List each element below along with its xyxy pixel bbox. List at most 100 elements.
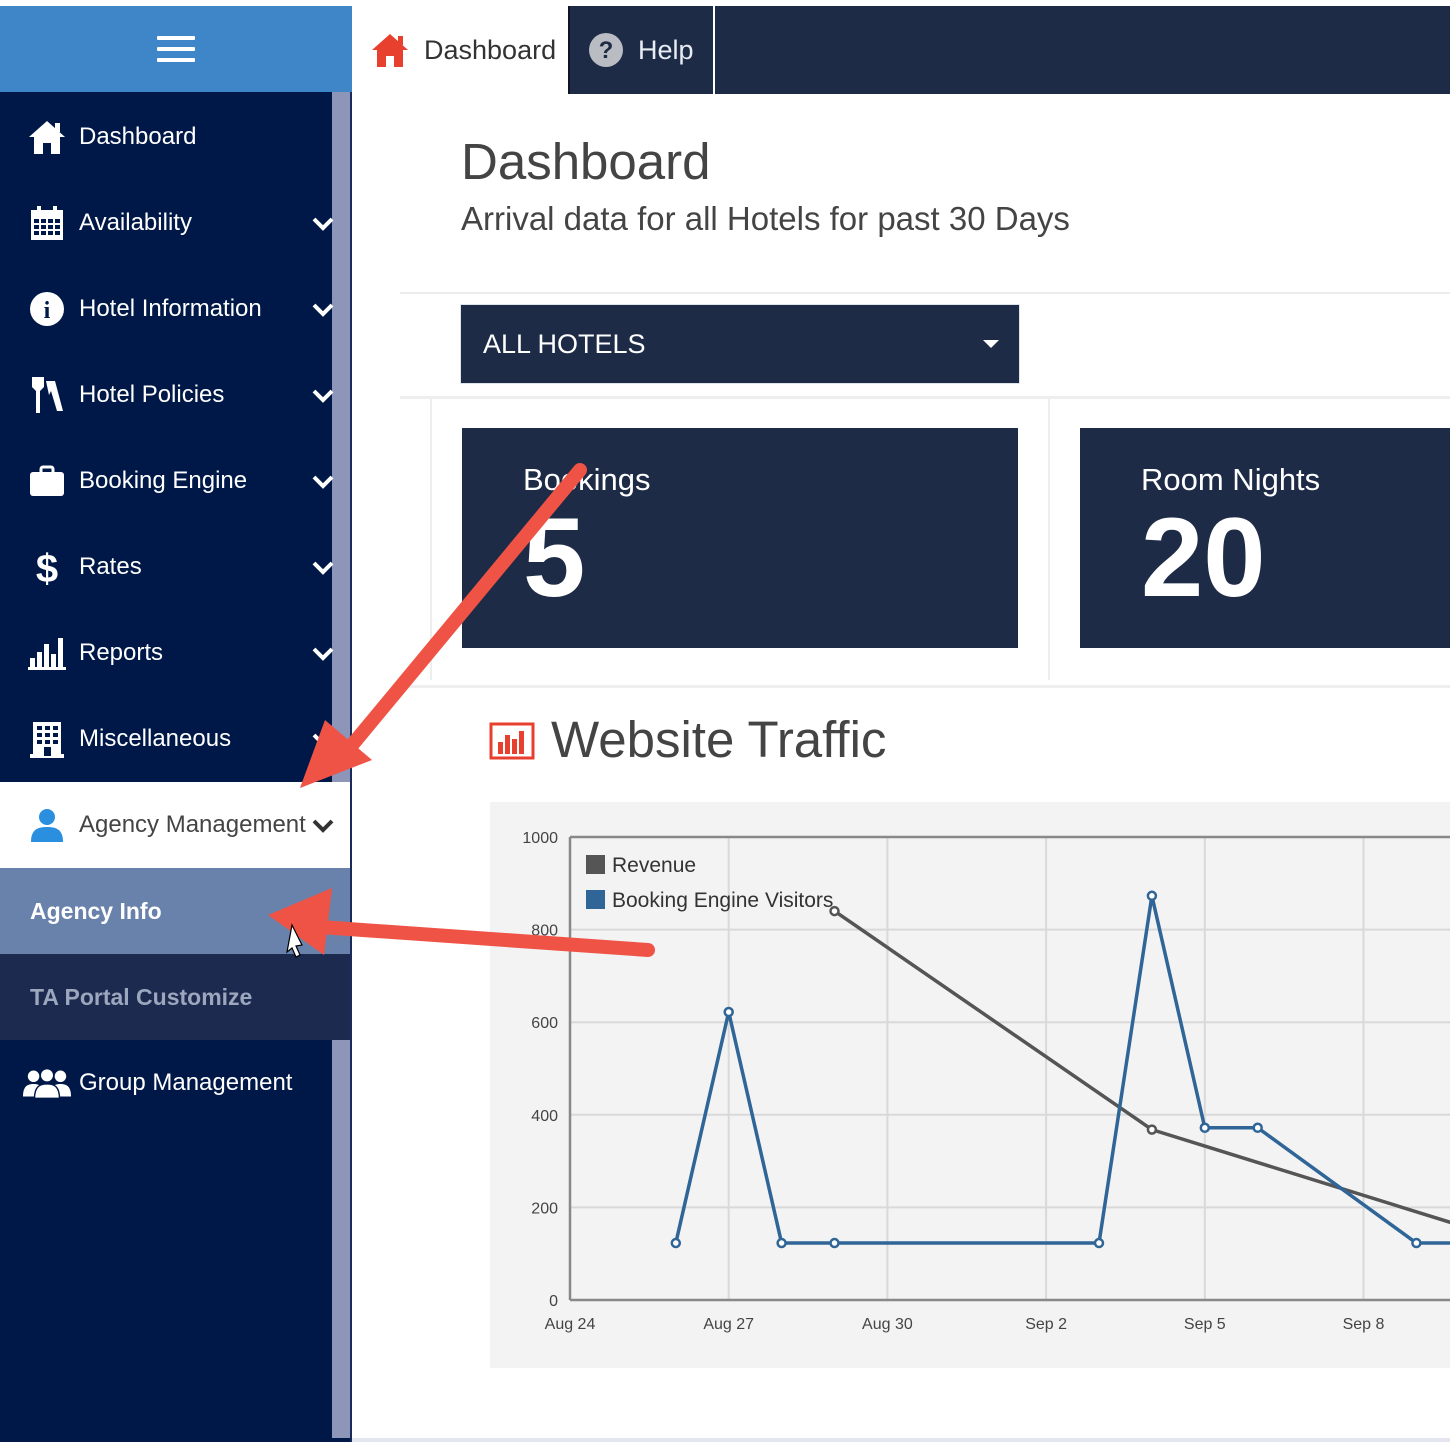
dollar-icon: $ <box>23 547 71 587</box>
data-point <box>829 905 840 917</box>
y-tick-label: 400 <box>531 1108 558 1125</box>
chart-area: 0 200 400 600 800 1000 Aug 24 Aug 27 Aug 30 Sep 2… <box>490 802 1450 1368</box>
sidebar-item-label: Availability <box>79 209 192 236</box>
chevron-down-icon <box>312 554 334 582</box>
question-circle-icon: ? <box>588 32 624 68</box>
sidebar-subitem-label: TA Portal Customize <box>30 983 253 1010</box>
users-icon <box>23 1067 71 1099</box>
sidebar-item-miscellaneous[interactable]: Miscellaneous <box>0 696 334 782</box>
sidebar-header <box>0 6 352 92</box>
svg-text:$: $ <box>36 547 58 587</box>
home-icon <box>23 118 71 156</box>
calendar-icon <box>23 205 71 241</box>
briefcase-icon <box>23 465 71 497</box>
data-point <box>776 1237 787 1249</box>
hotel-select-dropdown[interactable]: ALL HOTELS <box>461 305 1019 383</box>
sidebar-item-label: Hotel Information <box>79 295 262 322</box>
legend-swatch <box>586 890 605 909</box>
hotel-select-value: ALL HOTELS <box>483 328 646 359</box>
sidebar-item-dashboard[interactable]: Dashboard <box>0 94 332 180</box>
sidebar-item-reports[interactable]: Reports <box>0 610 334 696</box>
sidebar-item-label: Agency Management <box>79 811 306 838</box>
series-line <box>674 894 1450 1245</box>
annotation-arrow <box>268 888 655 957</box>
section-title: Website Traffic <box>551 711 887 768</box>
data-point <box>829 1237 840 1249</box>
sidebar-subitem-ta-portal-customize[interactable]: TA Portal Customize <box>0 954 350 1040</box>
stat-card-room-nights: Room Nights 20 <box>1080 428 1450 648</box>
y-tick-label: 1000 <box>522 830 558 847</box>
stat-label: Bookings <box>523 462 651 497</box>
svg-text:i: i <box>44 298 51 324</box>
chevron-down-icon <box>312 468 334 496</box>
chart-icon <box>489 722 535 765</box>
legend-swatch <box>586 855 605 874</box>
page-subtitle: Arrival data for all Hotels for past 30 … <box>461 200 1070 237</box>
divider <box>430 398 432 680</box>
mouse-cursor-icon <box>286 923 303 958</box>
legend-label: Revenue <box>612 854 696 877</box>
y-tick-label: 200 <box>531 1200 558 1217</box>
legend-label: Booking Engine Visitors <box>612 889 833 912</box>
data-point <box>1199 1122 1211 1134</box>
sidebar-item-booking-engine[interactable]: Booking Engine <box>0 438 334 524</box>
sidebar-item-rates[interactable]: $ Rates <box>0 524 334 610</box>
chevron-down-icon <box>312 296 334 324</box>
x-tick-label: Aug 27 <box>703 1316 754 1333</box>
sidebar-item-hotel-information[interactable]: i Hotel Information <box>0 266 334 352</box>
sidebar-subitem-label: Agency Info <box>30 897 162 924</box>
y-tick-label: 600 <box>531 1015 558 1032</box>
chevron-down-icon <box>312 640 334 668</box>
x-tick-label: Sep 2 <box>1025 1316 1067 1333</box>
y-tick-label: 0 <box>549 1293 558 1310</box>
x-tick-label: Sep 8 <box>1343 1316 1385 1333</box>
svg-text:?: ? <box>599 37 614 64</box>
top-navbar: Dashboard ? Help <box>352 6 1450 94</box>
user-icon <box>23 808 71 842</box>
stat-value: 20 <box>1141 495 1266 620</box>
stat-card-bookings: Bookings 5 <box>462 428 1018 648</box>
divider <box>1048 398 1050 680</box>
data-point <box>1093 1237 1105 1249</box>
data-point <box>1146 1124 1158 1135</box>
annotation-arrow <box>300 463 587 788</box>
home-icon <box>370 31 410 69</box>
sidebar-item-hotel-policies[interactable]: Hotel Policies <box>0 352 334 438</box>
data-point <box>1146 890 1158 902</box>
sidebar-item-group-management[interactable]: Group Management <box>0 1040 332 1126</box>
hamburger-menu-icon[interactable] <box>157 36 195 62</box>
sidebar-item-label: Miscellaneous <box>79 725 232 752</box>
page-title: Dashboard <box>461 133 711 190</box>
top-strip <box>0 0 1450 6</box>
policies-icon <box>23 375 71 415</box>
bar-chart-icon <box>23 636 71 670</box>
building-icon <box>23 720 71 758</box>
x-tick-label: Sep 5 <box>1184 1316 1226 1333</box>
data-point <box>1411 1237 1422 1249</box>
sidebar-item-label: Dashboard <box>79 123 197 150</box>
tab-help[interactable]: ? Help <box>568 6 715 94</box>
sidebar-item-label: Hotel Policies <box>79 381 225 408</box>
bottom-edge <box>352 1438 1450 1442</box>
chevron-down-icon <box>312 210 334 238</box>
divider <box>400 292 1450 294</box>
tab-dashboard[interactable]: Dashboard <box>352 6 568 94</box>
sidebar-item-label: Rates <box>79 553 142 580</box>
caret-down-icon <box>983 340 999 348</box>
data-point <box>1252 1122 1263 1134</box>
data-point <box>670 1237 682 1249</box>
stat-label: Room Nights <box>1141 462 1321 497</box>
tab-dashboard-label: Dashboard <box>424 34 557 65</box>
sidebar-item-label: Reports <box>79 639 164 666</box>
chevron-down-icon <box>312 382 334 410</box>
x-tick-label: Aug 30 <box>862 1316 913 1333</box>
chevron-down-icon <box>312 812 334 840</box>
sidebar-item-agency-management[interactable]: Agency Management <box>0 782 350 868</box>
data-point <box>723 1006 734 1018</box>
x-tick-label: Aug 24 <box>545 1316 596 1333</box>
sidebar-item-availability[interactable]: Availability <box>0 180 334 266</box>
sidebar-item-label: Booking Engine <box>79 467 248 494</box>
